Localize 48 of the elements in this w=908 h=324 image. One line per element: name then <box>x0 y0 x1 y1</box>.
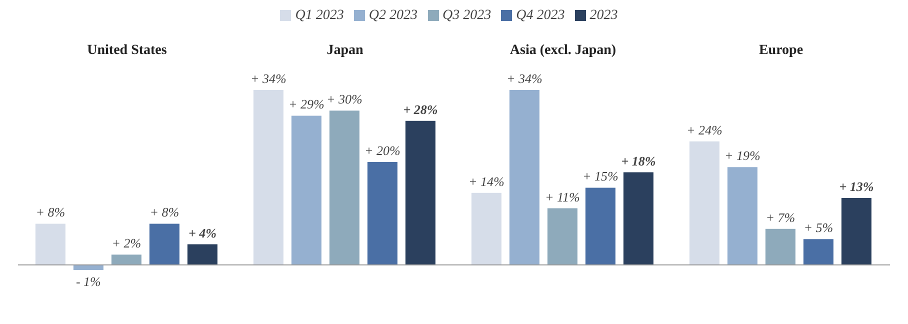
data-label: + 11% <box>544 189 580 204</box>
data-label: + 7% <box>766 210 796 225</box>
data-label: + 13% <box>839 179 874 194</box>
bar <box>35 224 66 265</box>
x-tick-label: United States <box>87 43 168 58</box>
bar <box>187 244 218 265</box>
bar <box>623 172 654 265</box>
bar <box>803 239 834 265</box>
bar <box>367 162 398 265</box>
data-label: + 20% <box>364 143 401 158</box>
data-label: + 4% <box>188 225 217 240</box>
data-label: + 28% <box>403 102 438 117</box>
data-label: + 19% <box>724 148 761 164</box>
data-label: + 34% <box>506 71 543 86</box>
data-label: + 8% <box>36 204 66 220</box>
bar <box>471 192 502 265</box>
data-label: - 1% <box>76 274 102 289</box>
bar <box>765 228 796 265</box>
bar <box>841 198 872 265</box>
bar <box>547 208 578 265</box>
legend-label: Q2 2023 <box>368 8 418 23</box>
data-label: + 34% <box>250 71 287 86</box>
bar <box>291 116 322 265</box>
bar <box>727 167 758 265</box>
x-tick-label: Japan <box>326 43 364 58</box>
data-label: + 15% <box>582 168 619 184</box>
bar <box>253 90 284 265</box>
legend-label: Q4 2023 <box>516 8 565 23</box>
x-tick-label: Asia (excl. Japan) <box>510 43 616 58</box>
data-label: + 18% <box>621 153 656 168</box>
data-label: + 5% <box>804 220 834 236</box>
x-tick-label: Europe <box>758 43 804 58</box>
data-label: + 14% <box>468 174 505 189</box>
bar <box>405 120 436 265</box>
data-label: + 29% <box>288 96 325 112</box>
bar <box>689 141 720 265</box>
bar <box>111 254 142 265</box>
bar <box>329 110 360 265</box>
legend-label: 2023 <box>590 8 618 23</box>
legend-label: Q3 2023 <box>442 8 492 23</box>
bar <box>585 188 616 265</box>
bar <box>509 90 540 265</box>
bar <box>149 224 180 265</box>
data-label: + 2% <box>112 236 142 251</box>
data-label: + 24% <box>686 122 723 138</box>
data-label: + 30% <box>326 92 363 107</box>
legend-label: Q1 2023 <box>295 8 344 23</box>
data-label: + 8% <box>150 204 180 220</box>
